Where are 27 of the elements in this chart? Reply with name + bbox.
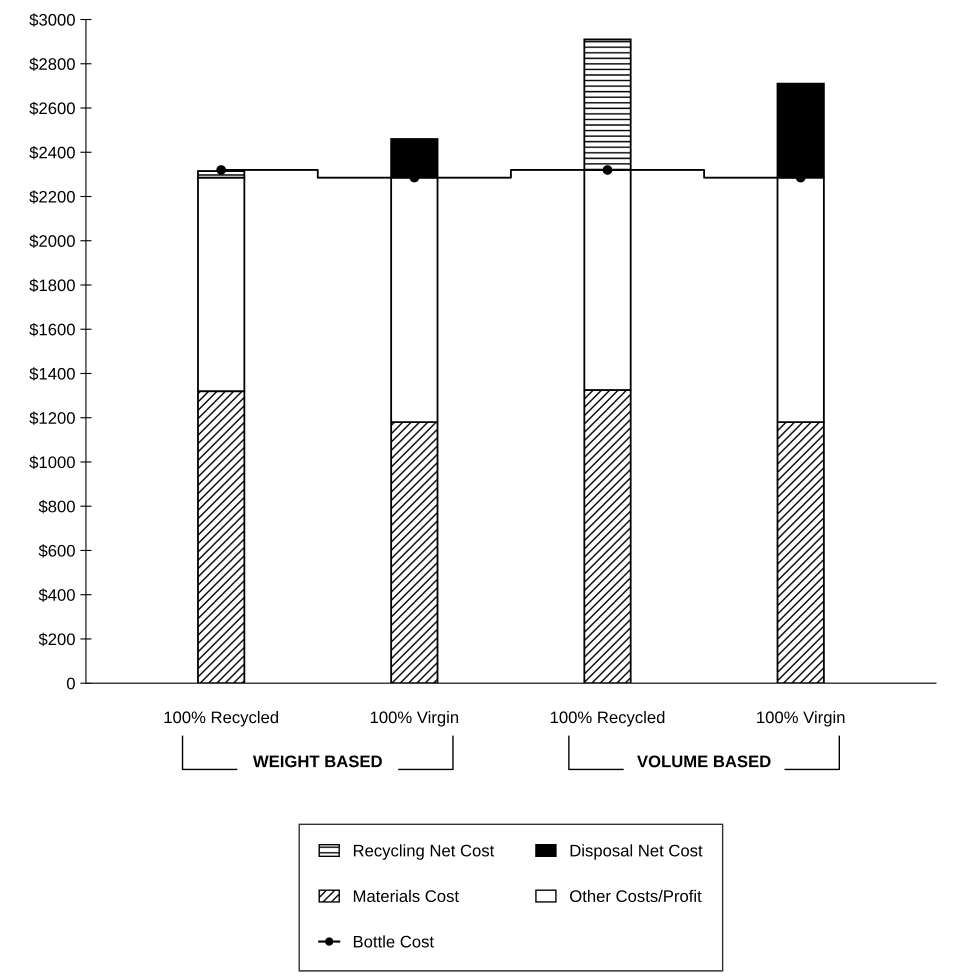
legend-label: Bottle Cost: [354, 935, 434, 948]
x-tick-label: 100% Virgin: [370, 710, 458, 727]
y-tick-label: $400: [38, 588, 75, 602]
y-tick-label: $3000: [29, 13, 75, 27]
x-tick-label: 100% Virgin: [757, 710, 844, 727]
x-tick-label: 100% Recycled: [164, 710, 278, 727]
y-tick-label: $1200: [29, 411, 75, 425]
y-tick-label: $2800: [29, 57, 75, 71]
text: VOLUME BASED: [637, 756, 771, 768]
y-tick-label: $1000: [29, 456, 75, 470]
y-tick-label: $800: [38, 500, 75, 514]
x-tick-label: 100% Recycled: [550, 710, 664, 727]
legend-label: Other Costs/Profit: [570, 890, 702, 902]
y-tick-label: $1400: [29, 367, 75, 381]
y-tick-label: 0: [66, 678, 75, 690]
y-tick-label: $200: [38, 632, 75, 646]
y-tick-label: $2400: [29, 146, 75, 160]
legend-label: Disposal Net Cost: [570, 844, 703, 860]
y-tick-label: $1600: [29, 322, 75, 336]
y-tick-label: $2600: [29, 102, 75, 116]
y-tick-label: $2200: [29, 190, 75, 204]
legend-label: Materials Cost: [354, 890, 459, 902]
text: WEIGHT BASED: [252, 756, 382, 768]
legend-label: Recycling Net Cost: [354, 844, 494, 860]
y-tick-label: $1800: [29, 278, 75, 292]
y-tick-label: $2000: [29, 234, 75, 248]
y-tick-label: $600: [38, 544, 75, 558]
